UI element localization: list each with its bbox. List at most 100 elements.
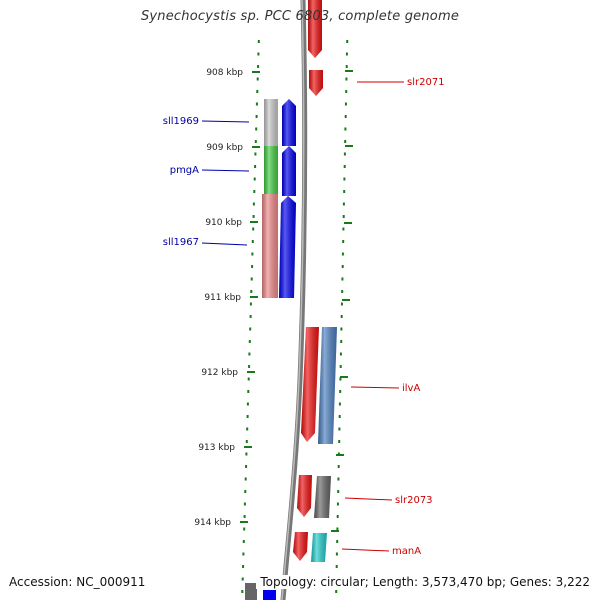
track-dot	[340, 340, 343, 343]
track-dot	[345, 77, 348, 81]
track-dot	[242, 540, 245, 543]
gene-label[interactable]: sll1969	[163, 116, 199, 127]
track-dot	[339, 365, 342, 368]
tick-label: 911 kbp	[204, 293, 241, 303]
track-dot	[343, 190, 346, 193]
scale-ticks: 908 kbp 909 kbp 910 kbp 911 kbp 912 kbp …	[194, 68, 353, 532]
genome-backbone	[280, 0, 308, 600]
accession-text: Accession: NC_000911	[9, 575, 146, 589]
track-dot	[248, 365, 251, 368]
track-dot	[335, 590, 338, 593]
track-dot	[241, 577, 244, 581]
track-dot	[336, 540, 339, 543]
tick-908: 908 kbp	[206, 68, 353, 78]
track-dot	[345, 90, 348, 93]
track-dot	[344, 102, 347, 106]
track-dot	[342, 215, 345, 218]
track-dot	[343, 152, 346, 156]
track-dot	[341, 290, 344, 293]
track-dot	[257, 52, 260, 56]
tick-label: 909 kbp	[206, 143, 243, 153]
cds-arrow-partial	[263, 590, 276, 600]
track-dot	[247, 390, 250, 393]
track-dot	[336, 502, 339, 506]
gene-label[interactable]: ilvA	[402, 383, 420, 394]
genome-backbone-highlight	[281, 0, 305, 600]
track-dot	[245, 465, 248, 468]
track-dot	[338, 440, 341, 443]
gene-label[interactable]: manA	[392, 546, 421, 557]
track-dot	[243, 515, 246, 518]
gene-sll1969[interactable]: sll1969	[163, 99, 296, 146]
track-dot	[250, 277, 253, 281]
tick-label: 913 kbp	[198, 443, 235, 453]
track-dot	[341, 265, 344, 268]
track-dot	[338, 415, 341, 418]
track-dot	[343, 165, 346, 168]
track-dot	[243, 527, 246, 531]
track-dot	[335, 565, 338, 568]
track-dot	[341, 277, 344, 281]
tick-label: 912 kbp	[201, 368, 238, 378]
track-dot	[249, 327, 252, 331]
track-dot	[250, 290, 253, 293]
track-dot	[341, 252, 344, 256]
track-dot	[255, 102, 258, 106]
tick-909: 909 kbp	[206, 143, 353, 153]
track-dot	[252, 227, 255, 231]
track-dot	[337, 490, 340, 493]
track-dot	[342, 227, 345, 231]
track-dot	[252, 215, 255, 218]
track-dot	[251, 252, 254, 256]
track-dot	[345, 52, 348, 56]
track-dot	[254, 152, 257, 156]
track-dot	[251, 240, 254, 243]
gene-slr2071[interactable]: slr2071	[308, 0, 445, 96]
track-dot	[346, 40, 349, 43]
gene-sll1967[interactable]: sll1967	[163, 194, 296, 298]
track-dot	[248, 352, 251, 356]
track-dot	[244, 477, 247, 481]
tick-913: 913 kbp	[198, 443, 344, 456]
track-dot	[246, 427, 249, 431]
gene-ilvA[interactable]: ilvA	[301, 327, 420, 444]
topology-text: Topology: circular; Length: 3,573,470 bp…	[256, 575, 590, 589]
track-dot	[340, 302, 343, 306]
track-dot	[247, 377, 250, 381]
track-dot	[337, 477, 340, 481]
track-dot	[246, 415, 249, 418]
page-title: Synechocystis sp. PCC 6803, complete gen…	[140, 9, 460, 24]
track-dot	[248, 340, 251, 343]
track-dot	[345, 65, 348, 68]
gene-pmgA[interactable]: pmgA	[170, 146, 296, 196]
track-dot	[340, 327, 343, 331]
track-dot	[255, 115, 258, 118]
track-dot	[338, 402, 341, 406]
gene-label[interactable]: slr2073	[395, 495, 433, 506]
gene-label[interactable]: pmgA	[170, 165, 199, 176]
gene-slr2073[interactable]: slr2073	[297, 475, 433, 518]
track-dot	[340, 315, 343, 318]
tick-label: 910 kbp	[205, 218, 242, 228]
track-dot	[254, 140, 257, 143]
track-dot	[343, 177, 346, 181]
gene-manA[interactable]: manA	[293, 532, 421, 562]
track-dot	[342, 202, 345, 206]
track-dot	[242, 565, 245, 568]
track-dot	[336, 515, 339, 518]
track-dot	[339, 352, 342, 356]
gene-label[interactable]: sll1967	[163, 237, 199, 248]
tick-912: 912 kbp	[201, 368, 348, 378]
tick-914: 914 kbp	[194, 518, 339, 532]
track-dot	[342, 240, 345, 243]
track-dot	[254, 165, 257, 168]
track-dot	[336, 527, 339, 531]
track-dot	[246, 402, 249, 406]
track-dot	[335, 552, 338, 556]
gene-partial-bottom	[245, 583, 276, 600]
track-dot	[344, 127, 347, 131]
gene-label[interactable]: slr2071	[407, 77, 445, 88]
track-dot	[344, 115, 347, 118]
track-dot	[339, 377, 342, 381]
track-dot	[337, 465, 340, 468]
